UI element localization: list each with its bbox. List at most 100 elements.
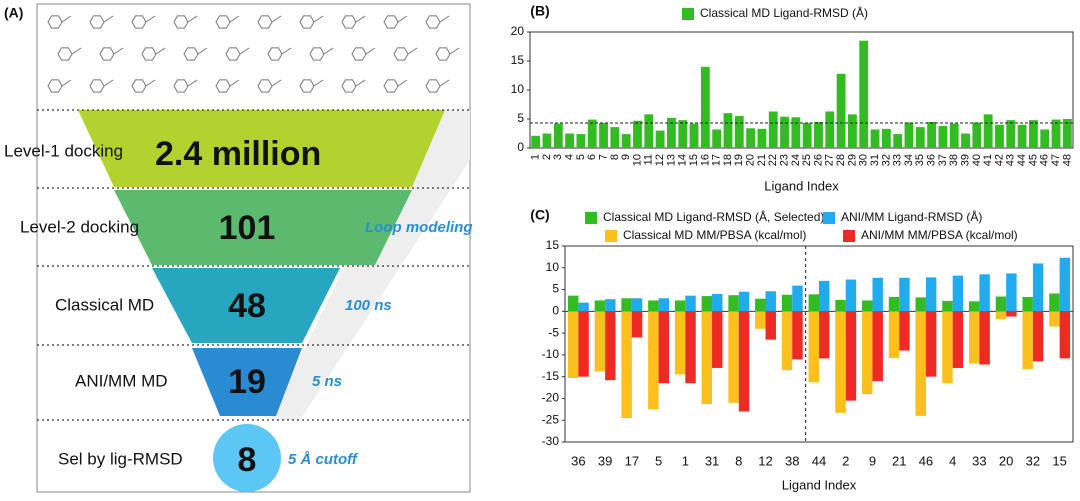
- x-tick-label: 6: [586, 154, 598, 160]
- x-tick-label: 9: [620, 154, 632, 160]
- bar: [915, 127, 925, 148]
- bar: [952, 311, 964, 368]
- bar: [594, 311, 606, 372]
- x-tick-label: 38: [785, 453, 799, 468]
- molecule: [309, 47, 325, 61]
- molecule: [99, 47, 115, 61]
- x-tick-label: 33: [972, 453, 986, 468]
- bar: [768, 111, 778, 148]
- molecule-bond: [197, 47, 208, 55]
- molecule-bond: [323, 47, 334, 55]
- bar: [587, 119, 597, 148]
- x-tick-label: 31: [705, 453, 719, 468]
- bar: [819, 280, 830, 312]
- bar: [757, 128, 767, 148]
- molecule: [383, 79, 399, 93]
- bar: [728, 311, 739, 403]
- bar: [594, 300, 606, 312]
- bar: [995, 296, 1007, 312]
- bar: [1051, 119, 1061, 148]
- x-tick-label: 27: [824, 154, 836, 166]
- x-tick-label: 20: [745, 154, 757, 166]
- funnel-stage: [114, 190, 412, 265]
- bar: [872, 277, 883, 312]
- x-tick-label: 12: [654, 154, 666, 166]
- bar: [845, 311, 857, 401]
- x-tick-label: 32: [880, 154, 892, 166]
- bar: [915, 311, 926, 416]
- x-tick-label: 21: [892, 453, 906, 468]
- bar: [961, 133, 970, 148]
- x-tick-label: 8: [609, 154, 621, 160]
- y-tick-label: 15: [546, 238, 560, 252]
- bar: [881, 128, 891, 148]
- panel-frame: [36, 3, 471, 493]
- x-tick-label: 15: [688, 154, 700, 166]
- bar: [995, 311, 1007, 320]
- bar: [1028, 120, 1038, 148]
- x-tick-label: 20: [999, 453, 1013, 468]
- x-tick-label: 33: [892, 154, 904, 166]
- bar: [888, 311, 900, 358]
- molecule: [131, 15, 147, 29]
- x-tick-label: 14: [677, 154, 689, 166]
- molecule-bond: [365, 47, 376, 55]
- bar: [836, 73, 846, 148]
- molecule-bond: [355, 79, 366, 87]
- bar: [599, 123, 608, 148]
- bar: [925, 277, 937, 312]
- bar: [1006, 120, 1016, 148]
- legend-swatch: [585, 212, 597, 224]
- x-tick-label: 1: [682, 453, 689, 468]
- x-tick-label: 22: [767, 154, 779, 166]
- funnel-stage: [192, 348, 302, 416]
- bar: [712, 293, 723, 312]
- x-tick-label: 10: [631, 154, 643, 166]
- molecule-bond: [187, 15, 198, 23]
- y-tick-label: 20: [511, 24, 525, 38]
- bar: [792, 311, 803, 360]
- bar: [893, 134, 903, 148]
- molecule: [57, 47, 73, 61]
- stage-count: 8: [238, 441, 257, 479]
- bar: [942, 300, 953, 312]
- molecule-bond: [355, 15, 366, 23]
- bar: [605, 299, 616, 312]
- x-tick-label: 26: [812, 154, 824, 166]
- molecule: [267, 47, 283, 61]
- x-tick-label: 28: [835, 154, 847, 166]
- bar: [925, 311, 937, 377]
- x-tick-label: 4: [564, 154, 576, 160]
- y-tick-label: 5: [552, 282, 559, 296]
- bar: [781, 311, 793, 371]
- x-tick-label: 32: [1026, 453, 1040, 468]
- molecule-bond: [113, 47, 124, 55]
- x-tick-label: 46: [1039, 154, 1051, 166]
- bar: [631, 311, 643, 338]
- bar: [862, 311, 873, 395]
- bar: [689, 123, 699, 148]
- x-tick-label: 44: [1016, 154, 1028, 166]
- bar: [979, 274, 990, 312]
- x-tick-label: 2: [541, 154, 553, 160]
- y-tick-label: -15: [542, 369, 560, 383]
- bar: [531, 135, 541, 148]
- bar: [972, 122, 982, 148]
- x-tick-label: 21: [756, 154, 768, 166]
- molecule-bond: [187, 79, 198, 87]
- x-tick-label: 30: [858, 154, 870, 166]
- x-tick-label: 16: [699, 154, 711, 166]
- bar: [802, 123, 812, 148]
- bar: [1059, 257, 1071, 312]
- bar: [738, 291, 750, 312]
- bar: [791, 117, 801, 148]
- molecule-bond: [145, 15, 156, 23]
- molecule-bond: [271, 79, 282, 87]
- molecule: [351, 47, 367, 61]
- x-tick-label: 36: [571, 453, 585, 468]
- x-tick-label: 41: [982, 154, 994, 166]
- bar: [904, 122, 914, 148]
- bar: [899, 311, 910, 351]
- bar: [872, 311, 883, 382]
- legend-swatch: [605, 230, 617, 242]
